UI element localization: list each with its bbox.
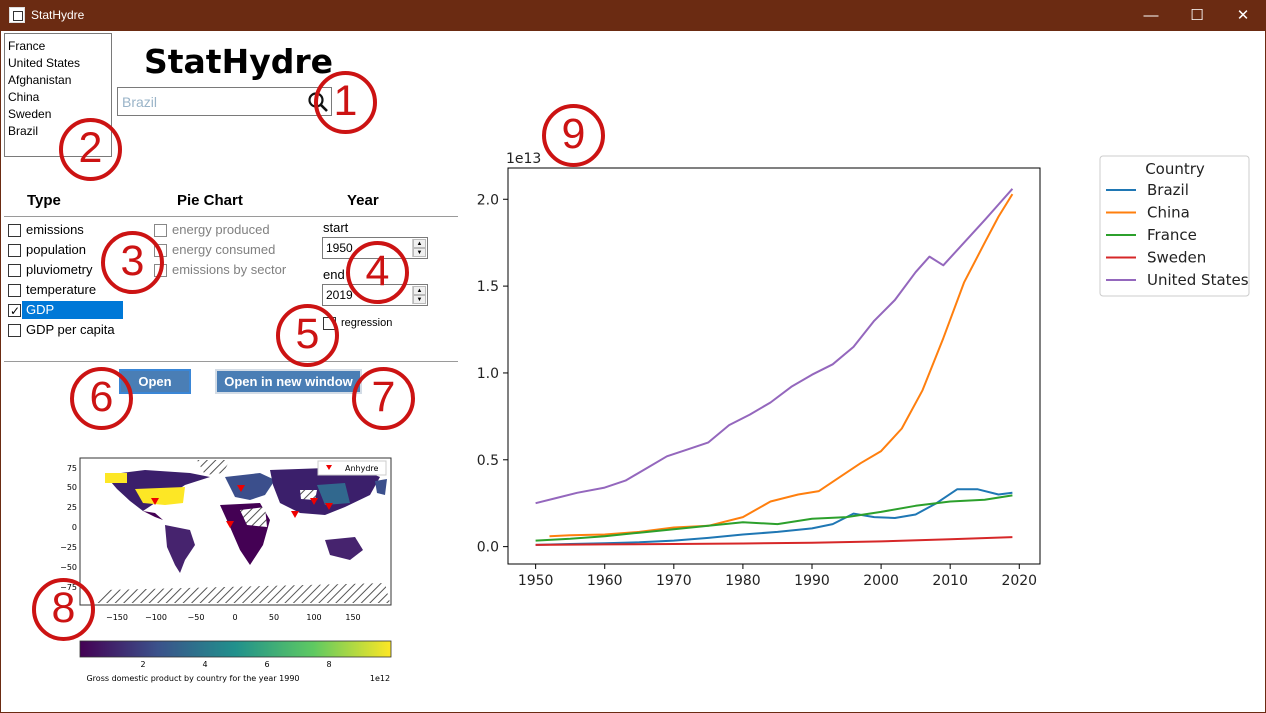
window-title: StatHydre: [31, 8, 85, 22]
divider: [4, 216, 458, 217]
legend-title: Country: [1145, 160, 1205, 178]
annotation-marker: 6: [70, 367, 133, 430]
list-item[interactable]: Afghanistan: [8, 73, 72, 87]
x-tick-label: 1980: [725, 573, 761, 589]
x-tick-label: 1970: [656, 573, 692, 589]
series-line-france: [535, 494, 1013, 542]
map-ytick: 25: [67, 503, 77, 512]
spin-down-icon[interactable]: ▼: [413, 295, 426, 304]
end-label: end: [323, 267, 345, 282]
annotation-marker: 2: [59, 118, 122, 181]
type-header: Type: [27, 192, 61, 209]
list-item[interactable]: Brazil: [8, 124, 39, 138]
search-input[interactable]: [118, 88, 303, 115]
world-map: Anhydre 75 50 25 0 −25 −50 −75 −150 −100…: [60, 457, 392, 683]
checkbox-energy-consumed[interactable]: energy consumed: [154, 241, 275, 259]
annotation-marker: 5: [276, 304, 339, 367]
annotation-marker: 4: [346, 241, 409, 304]
maximize-button[interactable]: ☐: [1190, 7, 1204, 24]
y-tick-label: 1.5: [477, 279, 499, 295]
checkbox-gdp[interactable]: ✓ GDP: [8, 301, 123, 319]
checkbox-emissions[interactable]: emissions: [8, 221, 84, 239]
plot-area: [507, 167, 1041, 565]
checkbox-population[interactable]: population: [8, 241, 86, 259]
annotation-marker: 9: [542, 104, 605, 167]
title-bar: StatHydre — ☐ ✕: [0, 0, 1266, 31]
map-xtick: −100: [145, 613, 167, 622]
x-tick-label: 1990: [794, 573, 830, 589]
map-xtick: −50: [188, 613, 205, 622]
offset-text: 1e13: [506, 151, 541, 167]
map-xtick: 50: [269, 613, 279, 622]
series-line-brazil: [535, 488, 1013, 546]
list-item[interactable]: France: [8, 39, 46, 53]
map-xtick: 0: [232, 613, 237, 622]
line-chart-svg: 1e13 1950 1960 1970 1980 1990 2000 2010 2020 0.0…: [477, 151, 1250, 589]
x-tick-label: 1960: [587, 573, 623, 589]
search-box[interactable]: [117, 87, 332, 116]
map-legend: Anhydre: [345, 464, 379, 473]
series-line-sweden: [535, 536, 1013, 546]
map-xtick: −150: [106, 613, 128, 622]
checkbox-temperature[interactable]: temperature: [8, 281, 96, 299]
x-tick-label: 2000: [863, 573, 899, 589]
map-ytick: 50: [67, 483, 77, 492]
x-tick-label: 2020: [1001, 573, 1037, 589]
cbar-tick: 4: [202, 660, 207, 669]
legend-entry: Brazil: [1147, 181, 1189, 199]
cbar-tick: 6: [264, 660, 269, 669]
annotation-marker: 1: [314, 71, 377, 134]
map-ytick: −25: [60, 543, 77, 552]
legend-entry: Sweden: [1147, 249, 1206, 267]
checkbox-emissions-by-sector[interactable]: emissions by sector: [154, 261, 286, 279]
map-ytick: 0: [72, 523, 77, 532]
cbar-exponent: 1e12: [370, 674, 390, 683]
legend-entry: China: [1147, 204, 1190, 222]
y-tick-label: 0.5: [477, 453, 499, 469]
list-item[interactable]: Sweden: [8, 107, 52, 121]
map-ytick: −50: [60, 563, 77, 572]
annotation-marker: 3: [101, 231, 164, 294]
y-tick-label: 1.0: [477, 366, 499, 382]
annotation-marker: 7: [352, 367, 415, 430]
open-button[interactable]: Open: [119, 369, 191, 394]
country-list[interactable]: France United States Afghanistan China S…: [4, 33, 112, 157]
checkbox-pluviometry[interactable]: pluviometry: [8, 261, 92, 279]
legend-box: [1099, 155, 1250, 297]
cbar-tick: 2: [140, 660, 145, 669]
checkbox-gdp-per-capita[interactable]: GDP per capita: [8, 321, 115, 339]
map-xtick: 100: [306, 613, 321, 622]
y-tick-label: 2.0: [477, 192, 499, 208]
cbar-tick: 8: [326, 660, 331, 669]
list-item[interactable]: United States: [8, 56, 81, 70]
year-header: Year: [347, 192, 379, 209]
spin-up-icon[interactable]: ▲: [413, 239, 426, 248]
close-button[interactable]: ✕: [1236, 7, 1250, 24]
app-title: StatHydre: [144, 42, 333, 81]
minimize-button[interactable]: —: [1143, 7, 1159, 24]
spin-down-icon[interactable]: ▼: [413, 248, 426, 257]
checkbox-energy-produced[interactable]: energy produced: [154, 221, 270, 239]
map-xtick: 150: [345, 613, 360, 622]
start-label: start: [323, 220, 349, 235]
legend-entry: United States: [1147, 271, 1249, 289]
map-ytick: 75: [67, 464, 77, 473]
app-icon: [9, 7, 25, 23]
gdp-line-chart: 1e13 1950 1960 1970 1980 1990 2000 2010 2020 0.0…: [470, 140, 1266, 600]
world-map-figure: Anhydre 75 50 25 0 −25 −50 −75 −150 −100…: [25, 455, 425, 695]
x-tick-label: 2010: [932, 573, 968, 589]
x-tick-label: 1950: [518, 573, 554, 589]
series-line-united-states: [535, 188, 1014, 505]
legend-entry: France: [1147, 226, 1197, 244]
pie-chart-header: Pie Chart: [177, 192, 243, 209]
open-new-window-button[interactable]: Open in new window: [215, 369, 362, 394]
annotation-marker: 8: [32, 578, 95, 641]
spin-up-icon[interactable]: ▲: [413, 286, 426, 295]
cbar-label: Gross domestic product by country for th…: [86, 674, 299, 683]
y-tick-label: 0.0: [477, 540, 499, 556]
divider: [4, 361, 458, 362]
list-item[interactable]: China: [8, 90, 40, 104]
colorbar: [79, 640, 392, 658]
